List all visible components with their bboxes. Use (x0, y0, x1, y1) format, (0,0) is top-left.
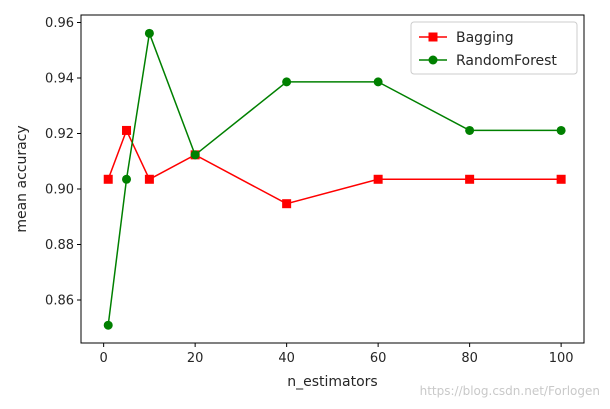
data-point-randomforest (122, 174, 132, 184)
x-tick-label: 40 (278, 351, 295, 366)
series-line-randomforest (107, 30, 562, 326)
y-tick-label: 0.86 (45, 293, 74, 308)
data-point-randomforest (282, 77, 292, 87)
legend-marker-bagging (428, 32, 438, 42)
y-axis: 0.86 0.88 0.90 0.92 0.94 0.96 (45, 16, 81, 308)
y-tick-label: 0.90 (45, 182, 74, 197)
y-axis-label: mean accuracy (14, 125, 30, 232)
y-tick-label: 0.94 (45, 71, 74, 86)
data-point-bagging (282, 199, 292, 209)
x-axis-label: n_estimators (287, 374, 377, 390)
legend-label-bagging: Bagging (456, 30, 514, 46)
series-layer (103, 28, 566, 330)
data-point-bagging (103, 174, 113, 184)
legend-label-randomforest: RandomForest (456, 53, 557, 69)
data-point-randomforest (556, 125, 566, 135)
x-tick-label: 20 (187, 351, 204, 366)
legend: Bagging RandomForest (410, 21, 578, 75)
data-point-bagging (373, 174, 383, 184)
x-tick-label: 0 (100, 351, 108, 366)
data-point-bagging (122, 125, 132, 135)
y-tick-label: 0.96 (45, 16, 74, 31)
data-point-randomforest (373, 77, 383, 87)
x-tick-label: 60 (370, 351, 387, 366)
x-tick-label: 100 (549, 351, 574, 366)
legend-marker-randomforest (428, 55, 438, 65)
data-point-randomforest (103, 320, 113, 330)
data-point-randomforest (144, 28, 154, 38)
y-tick-label: 0.92 (45, 127, 74, 142)
y-tick-label: 0.88 (45, 238, 74, 253)
watermark: https://blog.csdn.net/Forlogen (420, 384, 600, 398)
data-point-randomforest (190, 150, 200, 160)
x-axis: 0 20 40 60 80 100 (100, 343, 574, 366)
data-point-bagging (465, 174, 475, 184)
data-point-bagging (144, 174, 154, 184)
data-point-bagging (556, 174, 566, 184)
data-point-randomforest (465, 125, 475, 135)
x-tick-label: 80 (461, 351, 478, 366)
series-line-bagging (107, 128, 562, 205)
legend-box (410, 21, 578, 75)
